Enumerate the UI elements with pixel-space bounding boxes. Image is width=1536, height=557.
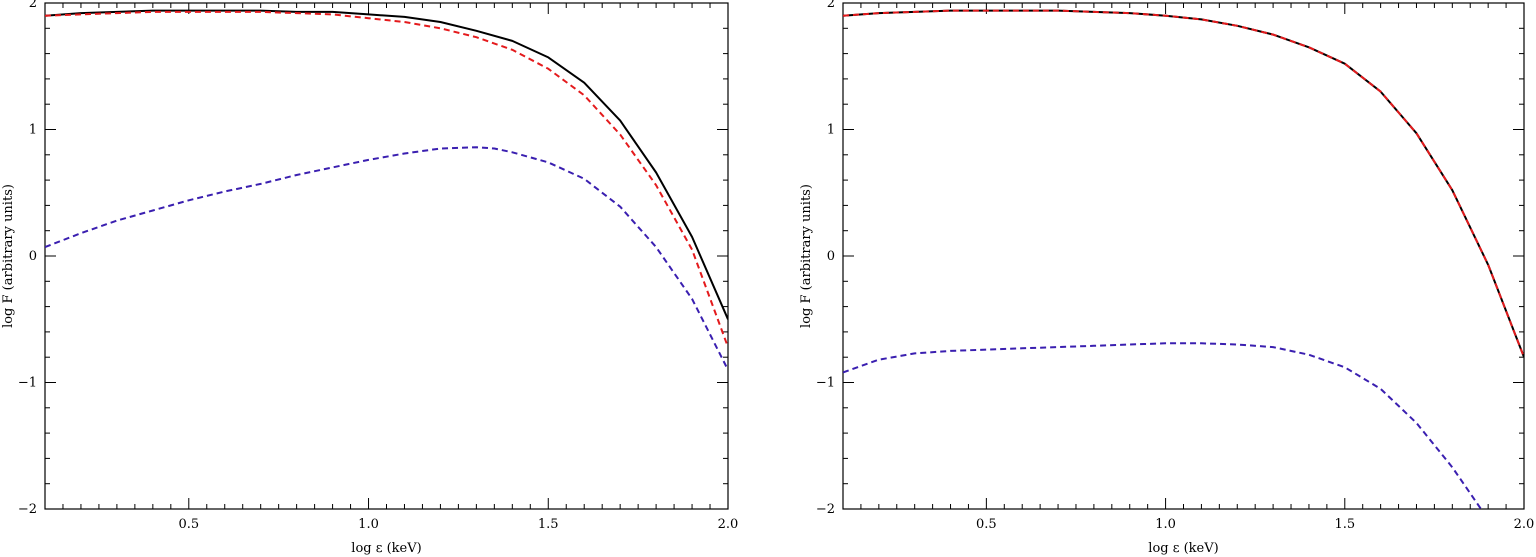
- x-tick-label: 2.0: [718, 517, 739, 532]
- x-tick-label: 0.5: [976, 517, 997, 532]
- x-tick-label: 1.0: [1155, 517, 1176, 532]
- x-tick-label: 1.0: [358, 517, 379, 532]
- y-tick-label: −2: [18, 502, 37, 517]
- x-axis-title: log ε (keV): [1148, 541, 1218, 556]
- series-line-3: [45, 146, 728, 371]
- y-tick-label: 1: [827, 123, 835, 138]
- series-line-1: [843, 9, 1524, 358]
- y-tick-label: −1: [18, 376, 37, 391]
- y-tick-label: 2: [827, 0, 835, 11]
- y-tick-label: 2: [29, 0, 37, 11]
- x-tick-label: 0.5: [178, 517, 199, 532]
- x-tick-label: 1.5: [538, 517, 559, 532]
- y-tick-label: 0: [29, 249, 37, 264]
- series-line-2: [45, 10, 728, 348]
- series-group: [45, 9, 728, 371]
- series-line-2: [843, 9, 1524, 358]
- series-line-3: [843, 342, 1482, 509]
- y-tick-label: −1: [816, 376, 835, 391]
- x-tick-label: 2.0: [1514, 517, 1535, 532]
- y-axis-title: log F (arbitrary units): [1, 184, 16, 328]
- x-axis-title: log ε (keV): [351, 541, 421, 556]
- plot-frame: [842, 2, 1525, 510]
- chart-panel-1: 0.5 1.0 1.5 2.0 −2 −1 0 1 2 log ε (keV) log F (arb…: [1, 0, 738, 556]
- x-tick-label: 1.5: [1334, 517, 1355, 532]
- y-tick-label: 1: [29, 123, 37, 138]
- plot-frame: [44, 2, 729, 510]
- y-tick-label: 0: [827, 249, 835, 264]
- series-group: [843, 9, 1524, 509]
- chart-panel-2: 0.5 1.0 1.5 2.0 −2 −1 0 1 2 log ε (keV) log F (arb…: [799, 0, 1534, 556]
- y-tick-label: −2: [816, 502, 835, 517]
- series-line-1: [45, 9, 728, 320]
- y-axis-title: log F (arbitrary units): [799, 184, 814, 328]
